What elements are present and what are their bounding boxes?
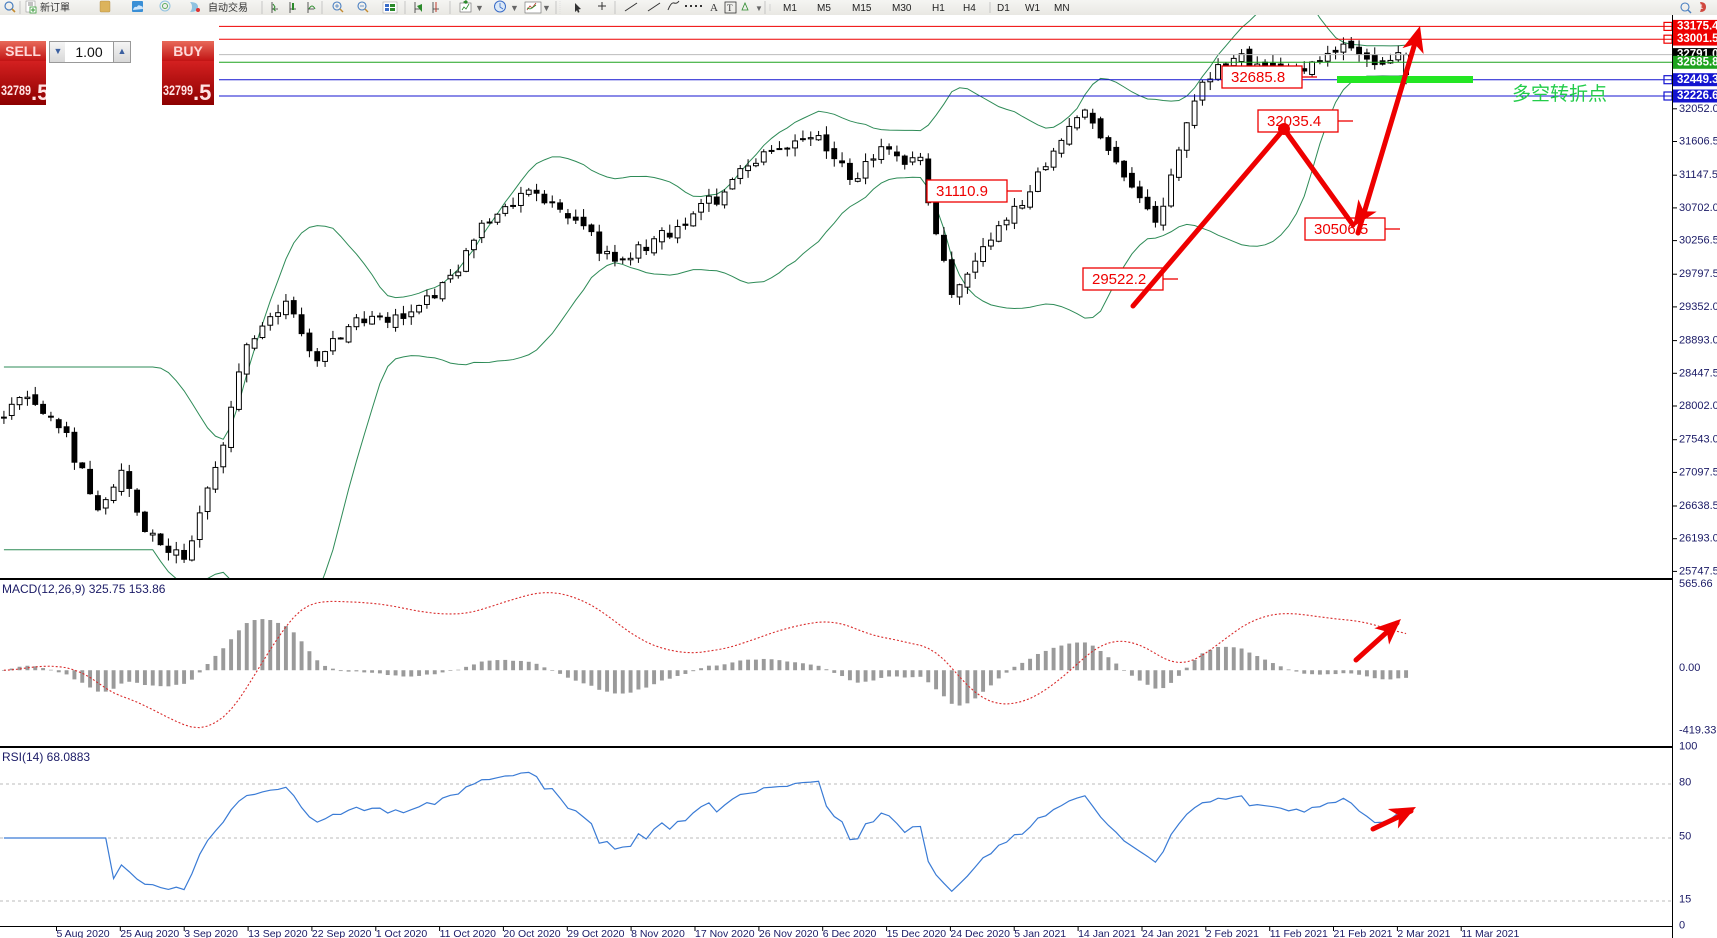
svg-text:29797.5: 29797.5 [1679,268,1717,280]
svg-text:31147.5: 31147.5 [1679,169,1717,181]
svg-text:5 Aug 2020: 5 Aug 2020 [57,928,110,938]
svg-text:13 Sep 2020: 13 Sep 2020 [248,928,308,938]
svg-text:15 Dec 2020: 15 Dec 2020 [887,928,947,938]
svg-text:15: 15 [1679,894,1691,906]
svg-text:M15: M15 [852,3,872,14]
svg-text:11 Mar 2021: 11 Mar 2021 [1461,928,1519,938]
svg-text:0.00: 0.00 [1679,662,1700,674]
svg-text:2 Mar 2021: 2 Mar 2021 [1397,928,1450,938]
svg-text:11 Oct 2020: 11 Oct 2020 [440,928,497,938]
svg-text:M1: M1 [783,3,797,14]
svg-text:26 Nov 2020: 26 Nov 2020 [759,928,819,938]
svg-text:26193.0: 26193.0 [1679,533,1717,545]
svg-text:T: T [727,3,733,13]
svg-text:▼: ▼ [755,4,763,13]
svg-text:5 Jan 2021: 5 Jan 2021 [1014,928,1066,938]
svg-text:32685.8: 32685.8 [1677,56,1717,68]
svg-text:33001.5: 33001.5 [1677,33,1717,45]
svg-text:27543.0: 27543.0 [1679,434,1717,446]
svg-text:30702.0: 30702.0 [1679,202,1717,214]
svg-text:.5: .5 [31,80,46,105]
svg-text:11 Feb 2021: 11 Feb 2021 [1270,928,1328,938]
svg-text:0: 0 [1679,920,1685,932]
svg-text:W1: W1 [1025,3,1040,14]
svg-text:100: 100 [1679,741,1697,753]
svg-text:-419.33: -419.33 [1679,725,1716,737]
svg-text:6 Dec 2020: 6 Dec 2020 [823,928,877,938]
svg-text:20 Oct 2020: 20 Oct 2020 [503,928,560,938]
svg-text:25 Aug 2020: 25 Aug 2020 [120,928,179,938]
svg-text:25747.5: 25747.5 [1679,565,1717,577]
svg-text:33175.4: 33175.4 [1677,21,1717,33]
svg-text:3 Sep 2020: 3 Sep 2020 [184,928,238,938]
svg-text:28002.0: 28002.0 [1679,400,1717,412]
svg-text:30256.5: 30256.5 [1679,235,1717,247]
svg-text:32052.0: 32052.0 [1679,103,1717,115]
svg-text:29 Oct 2020: 29 Oct 2020 [567,928,624,938]
svg-text:8 Nov 2020: 8 Nov 2020 [631,928,685,938]
svg-text:自动交易: 自动交易 [208,1,248,14]
svg-text:32449.3: 32449.3 [1677,74,1717,86]
svg-text:17 Nov 2020: 17 Nov 2020 [695,928,755,938]
svg-text:32226.6: 32226.6 [1677,90,1717,102]
svg-text:50: 50 [1679,831,1691,843]
svg-text:27097.5: 27097.5 [1679,466,1717,478]
svg-text:H1: H1 [932,3,945,14]
svg-text:M5: M5 [817,3,831,14]
svg-text:MN: MN [1054,3,1070,14]
svg-text:28893.0: 28893.0 [1679,335,1717,347]
svg-text:80: 80 [1679,777,1691,789]
svg-text:▼: ▼ [475,3,484,13]
svg-text:21 Feb 2021: 21 Feb 2021 [1334,928,1393,938]
svg-text:▼: ▼ [542,3,551,13]
svg-text:26638.5: 26638.5 [1679,500,1717,512]
svg-text:1 Oct 2020: 1 Oct 2020 [376,928,428,938]
svg-text:14 Jan 2021: 14 Jan 2021 [1078,928,1136,938]
svg-text:24 Jan 2021: 24 Jan 2021 [1142,928,1200,938]
svg-text:M30: M30 [892,3,912,14]
svg-text:2 Feb 2021: 2 Feb 2021 [1206,928,1259,938]
svg-text:H4: H4 [963,3,976,14]
svg-text:32799: 32799 [163,83,193,98]
svg-text:22 Sep 2020: 22 Sep 2020 [312,928,372,938]
svg-text:D1: D1 [997,3,1010,14]
svg-text:28447.5: 28447.5 [1679,367,1717,379]
svg-text:565.66: 565.66 [1679,578,1713,590]
svg-text:32789: 32789 [1,83,31,98]
svg-text:24 Dec 2020: 24 Dec 2020 [950,928,1010,938]
svg-text:新订單: 新订單 [40,1,70,14]
svg-text:A: A [710,2,718,14]
svg-text:.5: .5 [193,80,211,105]
svg-text:31606.5: 31606.5 [1679,136,1717,148]
svg-text:29352.0: 29352.0 [1679,301,1717,313]
svg-text:▼: ▼ [510,3,519,13]
